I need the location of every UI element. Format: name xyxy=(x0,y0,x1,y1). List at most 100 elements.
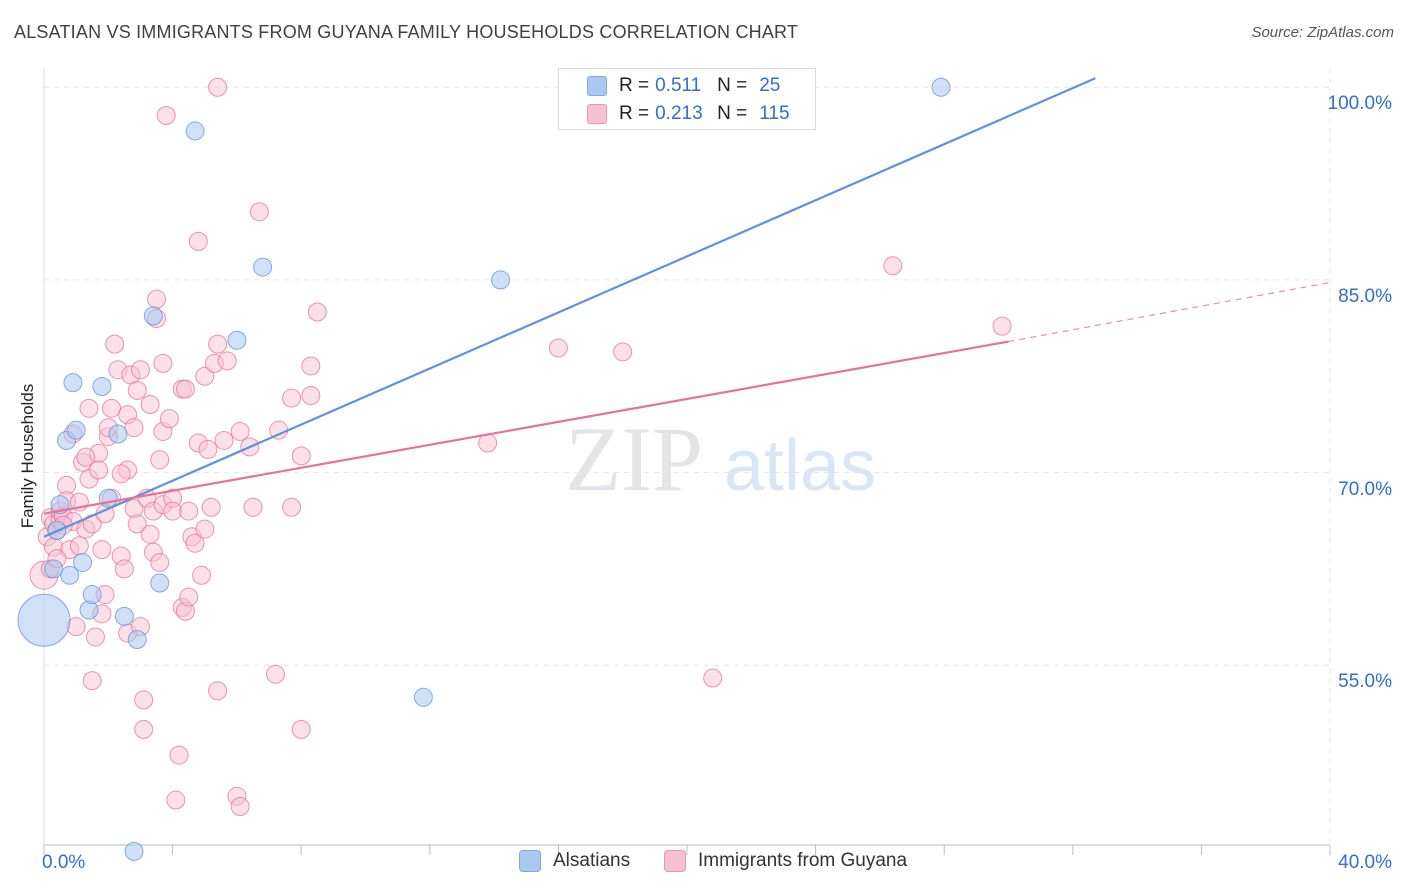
source-label: Source: ZipAtlas.com xyxy=(1251,24,1394,41)
legend-swatch-guyana xyxy=(587,104,607,124)
alsatian-point xyxy=(253,257,273,277)
alsatian-point xyxy=(413,687,433,707)
guyana-point xyxy=(102,398,122,418)
alsatian-point xyxy=(60,565,80,585)
guyana-point xyxy=(69,536,89,556)
guyana-point xyxy=(179,501,199,521)
y-tick-label: 100.0% xyxy=(1327,93,1392,115)
alsatian-point xyxy=(185,121,205,141)
alsatian-point xyxy=(114,606,134,626)
guyana-point xyxy=(230,796,250,816)
watermark-atlas: atlas xyxy=(724,426,876,506)
alsatian-point xyxy=(491,270,511,290)
alsatian-point xyxy=(92,377,112,397)
alsatian-point xyxy=(127,630,147,650)
guyana-point xyxy=(192,565,212,585)
guyana-point xyxy=(153,353,173,373)
r-label: R = xyxy=(619,103,650,124)
guyana-point xyxy=(166,790,186,810)
guyana-point xyxy=(188,231,208,251)
alsatian-point xyxy=(227,330,247,350)
alsatian-point xyxy=(44,559,64,579)
guyana-point xyxy=(127,380,147,400)
guyana-point xyxy=(140,524,160,544)
guyana-point xyxy=(301,385,321,405)
guyana-point xyxy=(282,497,302,517)
guyana-trend-extension xyxy=(1008,281,1331,343)
y-tick-label: 70.0% xyxy=(1338,478,1392,500)
legend-swatch-alsatians xyxy=(519,850,541,872)
y-tick-label: 85.0% xyxy=(1338,285,1392,307)
guyana-point xyxy=(291,446,311,466)
guyana-point xyxy=(265,664,285,684)
guyana-point xyxy=(140,394,160,414)
guyana-point xyxy=(230,421,250,441)
guyana-trend xyxy=(43,340,1009,515)
y-axis-label: Family Households xyxy=(18,383,37,529)
alsatian-point xyxy=(98,488,118,508)
alsatian-point xyxy=(82,585,102,605)
legend-row-alsatians: R = 0.511 N = 25 xyxy=(587,73,780,99)
grid xyxy=(44,68,1331,845)
guyana-point xyxy=(130,360,150,380)
guyana-point xyxy=(92,540,112,560)
guyana-point xyxy=(79,398,99,418)
guyana-point xyxy=(703,668,723,688)
n-label: N = xyxy=(717,75,748,96)
x-tick-max: 40.0% xyxy=(1338,852,1392,873)
guyana-point xyxy=(883,256,903,276)
guyana-point xyxy=(134,690,154,710)
guyana-point xyxy=(124,418,144,438)
guyana-point xyxy=(243,497,263,517)
legend-swatch-alsatians xyxy=(587,76,607,96)
guyana-point xyxy=(175,379,195,399)
guyana-point xyxy=(156,106,176,126)
guyana-point xyxy=(134,719,154,739)
guyana-point xyxy=(179,587,199,607)
guyana-point xyxy=(208,334,228,354)
alsatian-point xyxy=(108,424,128,444)
alsatian-trend xyxy=(43,77,1096,538)
n-value-guyana: 115 xyxy=(759,103,790,124)
alsatian-point xyxy=(124,841,144,861)
guyana-point xyxy=(249,202,269,222)
guyana-point xyxy=(169,745,189,765)
guyana-point xyxy=(992,316,1012,336)
points xyxy=(17,77,1012,861)
guyana-point xyxy=(185,533,205,553)
guyana-point xyxy=(198,439,218,459)
guyana-point xyxy=(150,552,170,572)
guyana-point xyxy=(85,627,105,647)
guyana-point xyxy=(159,409,179,429)
alsatian-point xyxy=(63,373,83,393)
guyana-point xyxy=(76,447,96,467)
guyana-point xyxy=(105,334,125,354)
guyana-point xyxy=(150,450,170,470)
guyana-point xyxy=(307,302,327,322)
n-label: N = xyxy=(717,103,748,124)
guyana-point xyxy=(89,460,109,480)
legend-swatch-guyana xyxy=(664,850,686,872)
r-value-guyana: 0.213 xyxy=(655,103,703,124)
guyana-point xyxy=(147,289,167,309)
guyana-point xyxy=(613,342,633,362)
alsatian-point xyxy=(17,593,71,647)
chart-title: ALSATIAN VS IMMIGRANTS FROM GUYANA FAMIL… xyxy=(14,22,799,42)
guyana-point xyxy=(127,514,147,534)
guyana-point xyxy=(217,351,237,371)
guyana-point xyxy=(282,388,302,408)
trend-lines xyxy=(43,77,1331,538)
guyana-point xyxy=(208,681,228,701)
legend-label-guyana: Immigrants from Guyana xyxy=(698,850,908,871)
alsatian-point xyxy=(143,306,163,326)
stats-legend: R = 0.511 N = 25 R = 0.213 N = 115 xyxy=(558,68,816,130)
r-value-alsatians: 0.511 xyxy=(655,75,702,96)
guyana-point xyxy=(82,671,102,691)
y-tick-label: 55.0% xyxy=(1338,671,1392,693)
alsatian-point xyxy=(66,420,86,440)
guyana-point xyxy=(214,430,234,450)
guyana-point xyxy=(111,464,131,484)
legend-item-alsatians[interactable]: Alsatians xyxy=(519,850,630,872)
legend-item-guyana[interactable]: Immigrants from Guyana xyxy=(664,850,907,872)
